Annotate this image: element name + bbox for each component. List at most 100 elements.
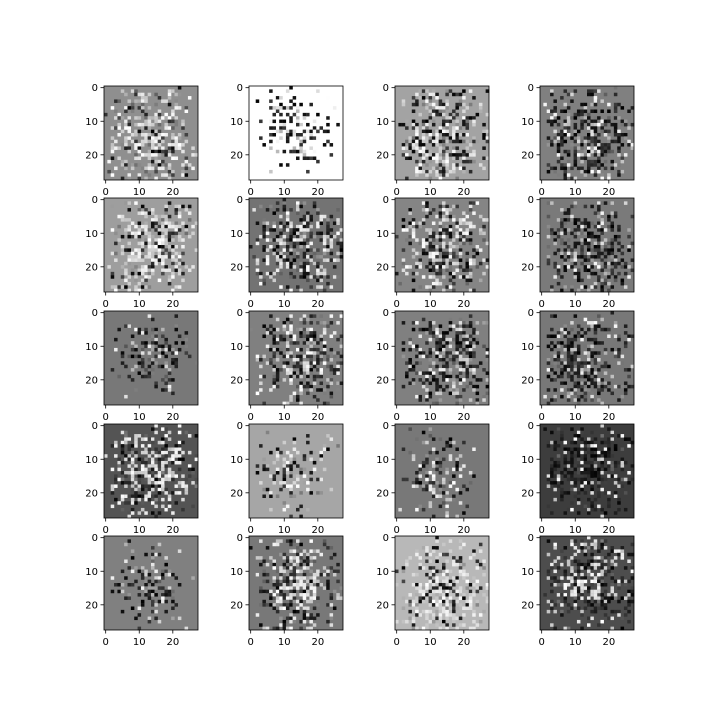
pixel	[431, 92, 436, 97]
pixel	[623, 265, 628, 269]
pixel	[279, 334, 283, 339]
pixel	[275, 317, 280, 322]
pixel	[468, 153, 473, 157]
pixel	[157, 129, 162, 134]
pixel	[428, 116, 433, 120]
pixel	[329, 371, 334, 375]
pixel	[411, 248, 416, 252]
pixel	[127, 324, 132, 328]
pixel	[468, 606, 473, 611]
pixel	[465, 579, 470, 584]
pixel	[161, 139, 165, 144]
pixel	[329, 334, 334, 339]
pixel	[144, 99, 148, 103]
pixel	[603, 92, 608, 97]
pixel	[448, 586, 453, 590]
pixel	[144, 231, 148, 236]
pixel	[401, 477, 406, 482]
pixel	[462, 484, 466, 488]
pixel	[329, 245, 334, 249]
pixel	[147, 314, 152, 318]
pixel	[448, 613, 453, 617]
pixel	[448, 444, 453, 448]
pixel	[174, 324, 179, 328]
pixel	[583, 231, 588, 236]
pixel	[587, 388, 591, 392]
pixel	[563, 102, 568, 107]
pixel	[292, 566, 297, 570]
pixel	[627, 109, 631, 114]
pixel	[573, 268, 578, 273]
pixel	[120, 234, 125, 239]
pixel	[127, 444, 132, 448]
pixel	[583, 481, 588, 485]
pixel	[137, 494, 142, 499]
pixel	[563, 457, 568, 462]
pixel	[448, 454, 453, 458]
pixel	[563, 261, 568, 266]
x-tick-label: 0	[538, 412, 544, 423]
pixel	[590, 487, 594, 492]
pixel	[154, 146, 158, 150]
pixel	[627, 384, 631, 389]
pixel	[154, 116, 158, 120]
pixel	[576, 454, 581, 458]
x-tick-label: 10	[569, 187, 582, 198]
pixel	[322, 271, 327, 276]
pixel	[164, 337, 168, 342]
pixel	[157, 153, 162, 157]
pixel	[289, 231, 293, 236]
pixel	[322, 248, 327, 252]
pixel	[124, 268, 128, 273]
pixel	[468, 589, 473, 594]
pixel	[418, 334, 423, 339]
pixel	[282, 224, 287, 229]
pixel	[576, 278, 581, 283]
pixel	[302, 139, 307, 144]
pixel	[157, 471, 162, 475]
pixel	[438, 599, 443, 604]
pixel	[607, 474, 611, 478]
pixel	[550, 89, 554, 93]
pixel	[289, 275, 293, 279]
pixel	[181, 238, 185, 242]
pixel	[167, 281, 172, 286]
pixel	[435, 559, 439, 564]
pixel	[597, 368, 601, 372]
pixel	[134, 153, 138, 157]
pixel	[302, 271, 307, 276]
pixel	[154, 129, 158, 134]
pixel	[435, 586, 439, 590]
pixel	[428, 169, 433, 174]
pixel	[570, 556, 574, 560]
pixel	[458, 616, 463, 621]
pixel	[576, 450, 581, 455]
pixel	[442, 576, 446, 580]
pixel	[408, 224, 412, 229]
pixel	[435, 613, 439, 617]
pixel	[566, 173, 571, 177]
pixel	[275, 258, 280, 262]
pixel	[620, 281, 625, 286]
pixel	[306, 626, 310, 631]
pixel	[607, 460, 611, 465]
pixel	[312, 556, 317, 560]
pixel	[309, 596, 313, 600]
pixel	[482, 218, 486, 222]
pixel	[137, 116, 142, 120]
pixel	[556, 460, 561, 465]
pixel	[550, 351, 554, 355]
x-tick-label: 0	[393, 525, 399, 536]
pixel	[573, 146, 578, 150]
pixel	[421, 146, 426, 150]
pixel	[299, 129, 303, 134]
pixel	[597, 214, 601, 219]
pixel	[425, 457, 429, 462]
pixel	[431, 599, 436, 604]
pixel	[157, 241, 162, 246]
pixel	[140, 450, 145, 455]
pixel	[309, 255, 313, 259]
pixel	[458, 398, 463, 402]
